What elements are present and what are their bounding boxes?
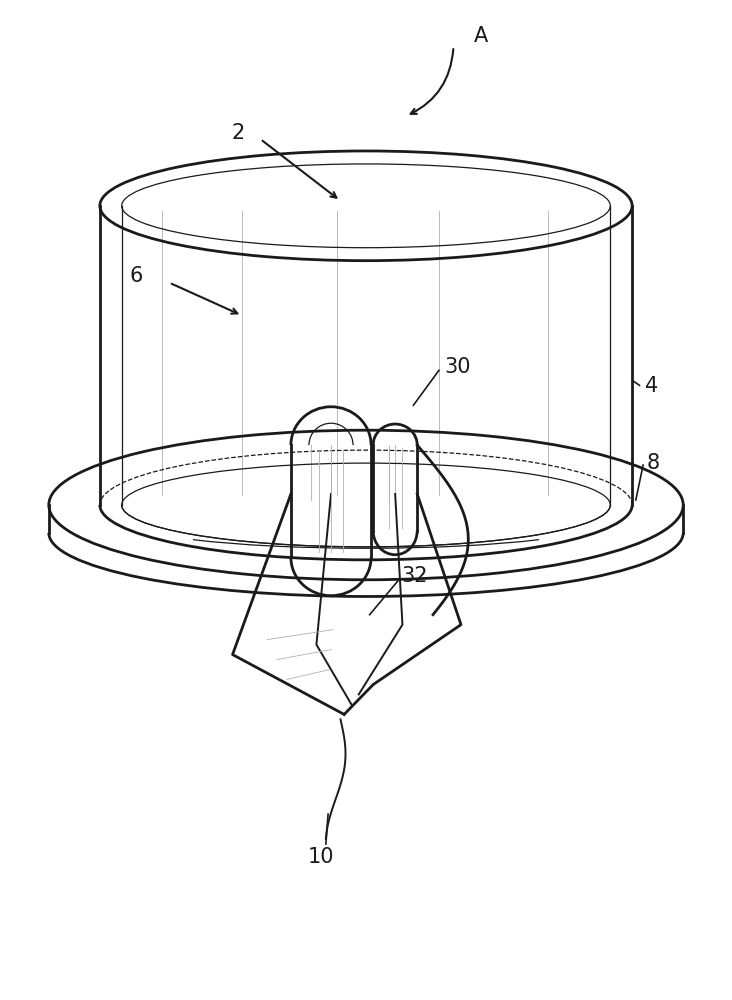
Text: 6: 6 (130, 266, 143, 286)
Text: 4: 4 (645, 376, 658, 396)
Text: 8: 8 (647, 453, 660, 473)
Text: 2: 2 (232, 123, 245, 143)
Text: A: A (474, 26, 488, 46)
Text: 30: 30 (445, 357, 471, 377)
Text: 32: 32 (401, 566, 427, 586)
Text: 10: 10 (307, 847, 334, 867)
